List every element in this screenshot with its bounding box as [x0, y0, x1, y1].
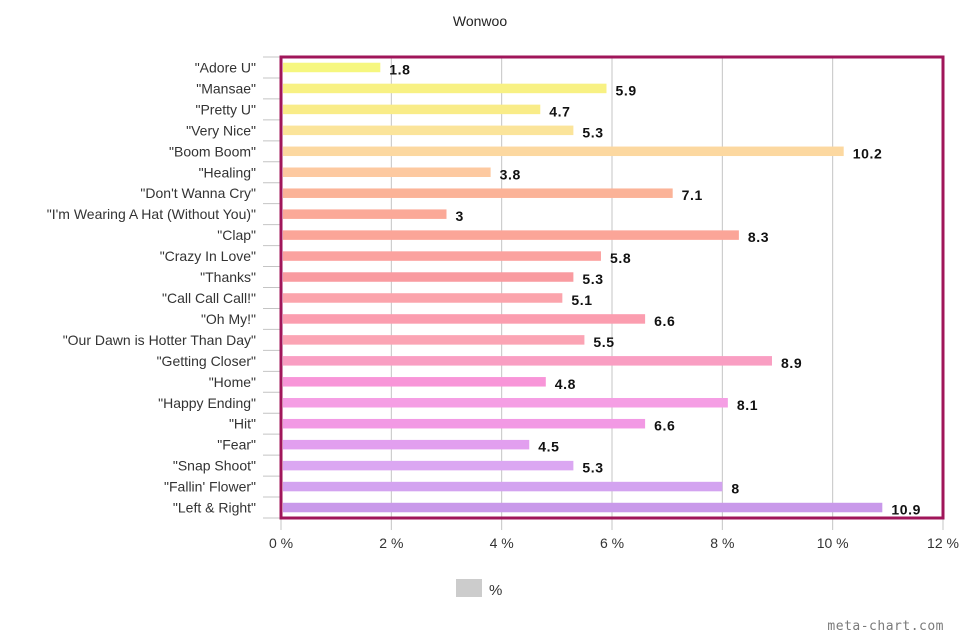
category-label: "Crazy In Love" — [160, 248, 256, 264]
bar[interactable] — [283, 439, 530, 450]
data-label: 10.9 — [891, 502, 921, 518]
data-label: 3.8 — [500, 166, 521, 182]
bar[interactable] — [283, 314, 646, 324]
data-label: 8.3 — [748, 229, 769, 245]
watermark: meta-chart.com — [827, 619, 944, 634]
bar[interactable] — [283, 377, 546, 387]
category-label: "Healing" — [199, 164, 256, 180]
x-tick-label: 8 % — [710, 535, 734, 551]
category-label: "Hit" — [229, 416, 256, 432]
legend[interactable]: % — [456, 579, 502, 599]
data-label: 8 — [731, 481, 739, 497]
category-label: "Our Dawn is Hotter Than Day" — [63, 332, 256, 348]
bar[interactable] — [283, 398, 728, 408]
x-tick-label: 10 % — [817, 535, 849, 551]
legend-label: % — [489, 582, 502, 599]
category-label: "Very Nice" — [186, 122, 256, 138]
x-tick-label: 0 % — [269, 535, 293, 551]
chart-title: Wonwoo — [453, 13, 507, 29]
category-label: "Snap Shoot" — [173, 458, 256, 474]
category-label: "Boom Boom" — [169, 143, 256, 159]
data-label: 8.9 — [781, 355, 802, 371]
category-label: "Adore U" — [195, 59, 256, 75]
category-label: "Fear" — [217, 437, 256, 453]
bar[interactable] — [283, 481, 723, 492]
category-label: "Home" — [209, 374, 256, 390]
bar[interactable] — [283, 83, 607, 94]
data-label: 5.9 — [615, 82, 636, 98]
category-label: "Don't Wanna Cry" — [140, 185, 256, 201]
x-tick-label: 12 % — [927, 535, 959, 551]
bar[interactable] — [283, 188, 673, 198]
bar[interactable] — [283, 251, 601, 261]
bar[interactable] — [283, 293, 563, 303]
data-label: 7.1 — [682, 187, 703, 203]
bar[interactable] — [283, 167, 491, 178]
data-label: 5.1 — [571, 292, 592, 308]
bar[interactable] — [283, 209, 447, 219]
bar[interactable] — [283, 272, 574, 282]
x-axis-ticks: 0 % 2 % 4 % 6 % 8 % 10 % 12 % — [269, 535, 959, 551]
data-label: 5.3 — [582, 460, 603, 476]
bar[interactable] — [283, 356, 772, 366]
bar[interactable] — [283, 146, 844, 157]
bar[interactable] — [283, 230, 739, 240]
category-label: "Happy Ending" — [158, 395, 256, 411]
category-label: "Thanks" — [200, 269, 256, 285]
bar[interactable] — [283, 335, 585, 345]
value-labels: 1.8 5.9 4.7 5.3 10.2 3.8 7.1 3 8.3 5.8 5.3 5.1 6.6 5.… — [389, 61, 921, 518]
bar[interactable] — [283, 418, 646, 429]
data-label: 5.8 — [610, 250, 631, 266]
category-labels: "Adore U" "Mansae" "Pretty U" "Very Nice" "B… — [47, 56, 281, 519]
data-label: 5.5 — [593, 334, 614, 350]
bar[interactable] — [283, 460, 574, 471]
category-label: "Call Call Call!" — [162, 290, 256, 306]
legend-swatch — [456, 579, 482, 597]
bar[interactable] — [283, 502, 883, 513]
plot-frame — [279, 55, 945, 520]
category-label: "Oh My!" — [201, 311, 256, 327]
bar[interactable] — [283, 125, 574, 136]
data-label: 6.6 — [654, 313, 675, 329]
x-tick-label: 2 % — [379, 535, 403, 551]
bar[interactable] — [283, 104, 541, 115]
data-label: 10.2 — [853, 145, 883, 161]
x-tick-label: 4 % — [490, 535, 514, 551]
data-label: 4.7 — [549, 103, 570, 119]
x-tick-label: 6 % — [600, 535, 624, 551]
data-label: 8.1 — [737, 397, 758, 413]
data-label: 4.5 — [538, 439, 559, 455]
data-label: 1.8 — [389, 61, 410, 77]
category-label: "I'm Wearing A Hat (Without You)" — [47, 206, 256, 222]
data-label: 6.6 — [654, 418, 675, 434]
category-label: "Mansae" — [196, 80, 256, 96]
category-label: "Left & Right" — [173, 500, 256, 516]
data-label: 3 — [456, 208, 464, 224]
data-label: 4.8 — [555, 376, 576, 392]
data-label: 5.3 — [582, 124, 603, 140]
category-label: "Clap" — [217, 227, 256, 243]
category-label: "Fallin' Flower" — [164, 479, 256, 495]
category-label: "Pretty U" — [195, 101, 256, 117]
bar[interactable] — [283, 62, 381, 73]
category-label: "Getting Closer" — [157, 353, 256, 369]
data-label: 5.3 — [582, 271, 603, 287]
bar-group — [283, 62, 883, 513]
